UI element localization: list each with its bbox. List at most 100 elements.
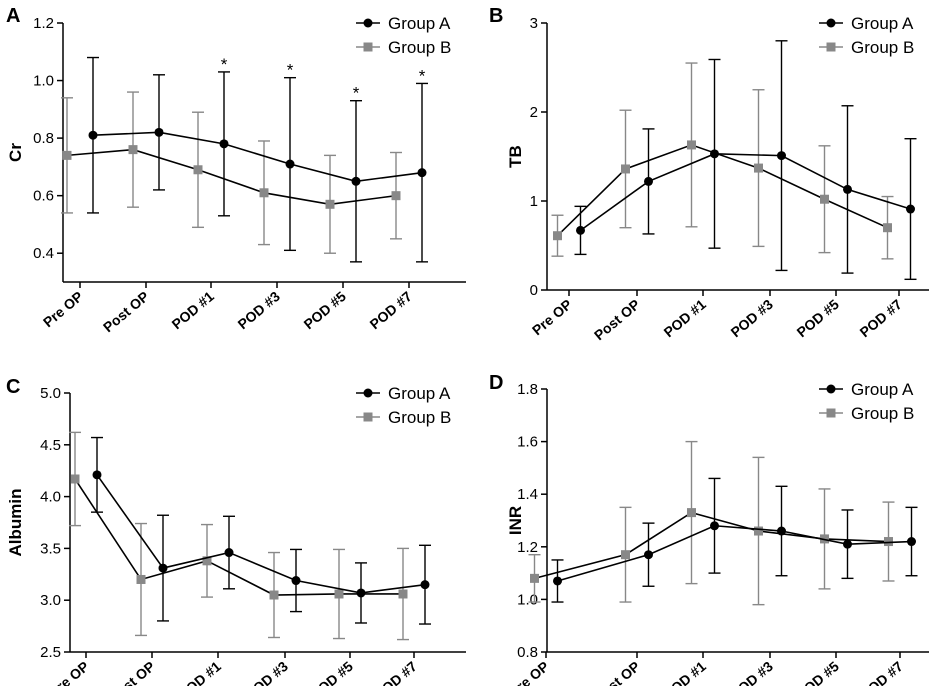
data-point: [128, 145, 138, 155]
data-point: [154, 127, 164, 137]
x-tick-label: Pre OP: [529, 296, 575, 338]
y-tick-label: 2: [530, 104, 538, 121]
x-tick-label: POD #3: [242, 658, 291, 686]
series-group-b: [61, 91, 402, 254]
data-point: [351, 176, 361, 186]
x-tick-label: POD #7: [366, 288, 415, 332]
y-axis-label: Cr: [6, 143, 25, 162]
legend-marker: [826, 384, 836, 394]
data-point: [62, 150, 72, 160]
legend-item: Group A: [819, 380, 914, 399]
data-point: [325, 199, 335, 209]
series-line: [92, 131, 423, 183]
x-tick-label: POD #1: [660, 296, 709, 340]
y-tick-label: 1.0: [517, 591, 538, 608]
data-point: [644, 550, 653, 560]
x-tick-label: Pre OP: [506, 658, 552, 686]
panel-a: A 0.4 0.6 0.8 1.0 1.2 Cr Pre OP Post OP POD #1 POD…: [6, 5, 466, 335]
x-tick-label: POD #3: [727, 296, 776, 340]
panel-c: C 2.5 3.0 3.5 4.0 4.5 5.0 Albumin Pre OP Post OP P…: [6, 376, 466, 686]
y-tick-label: 1.2: [33, 15, 54, 32]
data-point: [70, 474, 80, 484]
legend-item: Group B: [819, 38, 914, 57]
data-point: [621, 550, 630, 560]
y-tick-label: 1.6: [517, 434, 538, 451]
data-point: [777, 151, 786, 161]
x-tick-label: POD #1: [175, 658, 224, 686]
data-point: [884, 537, 893, 547]
legend-marker: [826, 408, 836, 418]
data-point: [224, 548, 234, 558]
panel-d: D 0.8 1.0 1.2 1.4 1.6 1.8 INR Pre OP Post OP POD #…: [489, 372, 929, 686]
x-tick-label: POD #7: [856, 296, 905, 340]
y-tick-label: 2.5: [40, 644, 61, 661]
legend-label: Group A: [851, 380, 914, 399]
legend-marker: [363, 388, 373, 398]
series-line: [96, 474, 426, 594]
x-tick-label: Post OP: [106, 658, 158, 686]
legend-label: Group A: [388, 384, 451, 403]
series-group-a: [91, 436, 431, 625]
y-tick-label: 1.0: [33, 73, 54, 90]
series-group-b: [69, 431, 409, 641]
significance-marker: *: [353, 84, 360, 103]
data-point: [219, 139, 229, 149]
data-point: [777, 526, 786, 536]
series-group-a: [551, 477, 918, 603]
y-tick-label: 1.4: [517, 486, 538, 503]
x-tick-label: Post OP: [591, 658, 643, 686]
data-point: [710, 521, 719, 531]
significance-marker: *: [419, 66, 426, 85]
series-line: [534, 511, 889, 580]
data-point: [334, 589, 344, 599]
legend-item: Group B: [819, 404, 914, 423]
legend-item: Group A: [356, 384, 451, 403]
y-tick-label: 1.2: [517, 539, 538, 556]
legend-item: Group B: [356, 38, 451, 57]
significance-marker: *: [221, 55, 228, 74]
series-line: [66, 148, 397, 206]
series-line: [580, 153, 911, 232]
series-group-b: [551, 62, 894, 260]
y-axis-label: INR: [506, 506, 525, 535]
x-tick-label: POD #1: [168, 288, 217, 332]
legend-marker: [826, 42, 836, 52]
data-point: [843, 539, 852, 549]
legend: Group A Group B: [819, 380, 914, 423]
legend-marker: [826, 18, 836, 28]
data-point: [644, 176, 653, 186]
legend: Group A Group B: [356, 384, 451, 427]
y-tick-label: 4.5: [40, 437, 61, 454]
series-group-b: [528, 440, 895, 606]
data-point: [820, 194, 829, 204]
y-tick-label: 3.5: [40, 540, 61, 557]
y-axis-label: Albumin: [6, 489, 25, 557]
data-point: [398, 589, 408, 599]
x-tick-label: POD #1: [660, 658, 709, 686]
legend-marker: [363, 18, 373, 28]
panel-b: B 0 1 2 3 TB Pre OP Post OP POD #1 POD #3 POD #5 PO…: [489, 5, 929, 343]
y-tick-label: 3.0: [40, 592, 61, 609]
y-tick-label: 0: [530, 282, 538, 299]
series-line: [74, 478, 403, 596]
legend-label: Group B: [851, 38, 914, 57]
data-point: [576, 225, 585, 235]
legend-item: Group A: [819, 14, 914, 33]
data-point: [391, 191, 401, 201]
series-line: [556, 144, 888, 237]
data-point: [754, 163, 763, 173]
data-point: [687, 140, 696, 150]
y-axis-label: TB: [506, 145, 525, 168]
x-tick-label: Post OP: [591, 296, 643, 343]
series-line: [557, 524, 912, 582]
x-tick-label: POD #3: [727, 658, 776, 686]
panel-letter-c: C: [6, 376, 20, 398]
data-point: [158, 563, 168, 573]
y-tick-label: 0.8: [33, 130, 54, 147]
legend: Group A Group B: [819, 14, 914, 57]
x-tick-label: POD #7: [857, 658, 906, 686]
panel-letter-b: B: [489, 5, 503, 27]
data-point: [530, 573, 539, 583]
data-point: [136, 574, 146, 584]
